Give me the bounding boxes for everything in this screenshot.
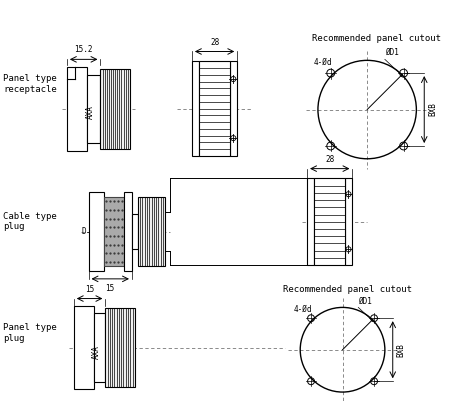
Text: AXA: AXA <box>92 345 101 359</box>
Bar <box>74 306 93 389</box>
Text: 15.2: 15.2 <box>74 45 93 54</box>
Bar <box>88 192 104 271</box>
Text: 4-Ød: 4-Ød <box>313 58 331 67</box>
Bar <box>345 178 352 265</box>
Bar <box>124 192 131 271</box>
Text: Cable type
plug: Cable type plug <box>3 212 56 231</box>
Bar <box>67 67 86 151</box>
Bar <box>86 75 100 143</box>
Text: AXA: AXA <box>86 105 95 120</box>
Text: BXB: BXB <box>396 343 405 356</box>
Bar <box>105 308 135 387</box>
Text: Recommended panel cutout: Recommended panel cutout <box>283 285 411 294</box>
Bar <box>198 61 230 156</box>
Bar <box>93 313 105 382</box>
Text: BXB: BXB <box>427 103 436 117</box>
Text: 15: 15 <box>85 285 94 294</box>
Text: ØD1: ØD1 <box>384 47 398 56</box>
Text: 28: 28 <box>324 155 334 164</box>
Text: Panel type
plug: Panel type plug <box>3 323 56 342</box>
Bar <box>306 178 313 265</box>
Bar <box>100 69 130 149</box>
Text: Panel type
receptacle: Panel type receptacle <box>3 74 56 93</box>
Text: 4-Ød: 4-Ød <box>293 304 312 313</box>
Bar <box>137 197 165 266</box>
Text: Recommended panel cutout: Recommended panel cutout <box>312 34 440 43</box>
Text: 15: 15 <box>106 284 115 293</box>
Bar <box>192 61 198 156</box>
Bar <box>104 197 124 266</box>
Bar <box>131 214 137 249</box>
Bar <box>313 178 345 265</box>
Bar <box>230 61 237 156</box>
Text: ØD1: ØD1 <box>358 296 371 305</box>
Text: D: D <box>81 227 86 236</box>
Text: 28: 28 <box>209 38 219 46</box>
